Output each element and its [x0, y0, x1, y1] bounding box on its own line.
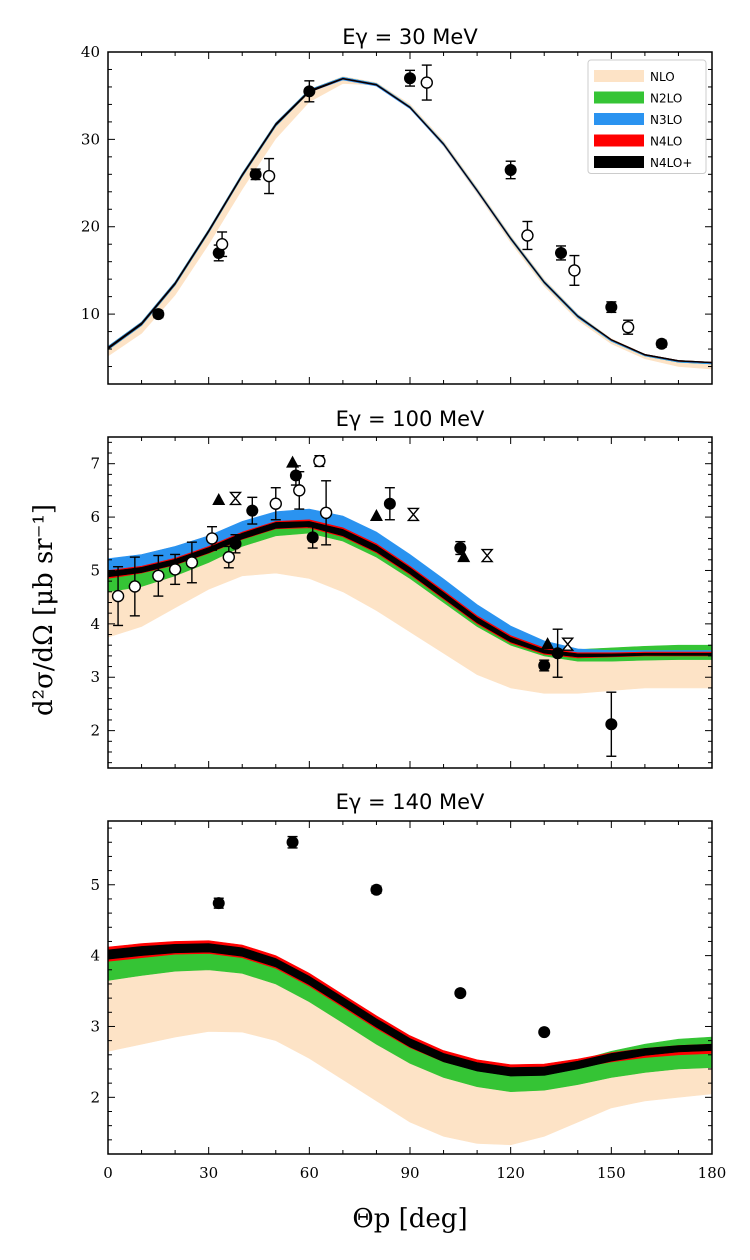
- y-tick-label: 10: [81, 305, 100, 323]
- data-point: [555, 246, 567, 259]
- plot-area: [108, 454, 712, 757]
- plot-area: [108, 835, 712, 1146]
- band-n4lo-plus: [108, 521, 712, 658]
- data-point: [212, 897, 225, 910]
- data-point: [383, 497, 396, 510]
- data-point: [541, 637, 555, 650]
- plot-frame: [107, 820, 713, 1155]
- data-point: [269, 497, 282, 510]
- plot-area: [108, 64, 712, 370]
- data-point: [319, 506, 333, 520]
- data-point: [215, 238, 229, 251]
- y-tick-label: 5: [90, 561, 100, 579]
- data-point: [111, 589, 125, 603]
- legend-swatch: [594, 156, 644, 168]
- y-tick-label: 30: [81, 130, 100, 148]
- legend-swatch: [594, 70, 644, 82]
- band-n4lo: [108, 940, 712, 1075]
- legend-label: NLO: [650, 70, 675, 84]
- data-point: [306, 531, 319, 544]
- legend-swatch: [594, 134, 644, 147]
- data-point: [293, 484, 306, 497]
- data-point: [212, 492, 226, 505]
- data-point: [313, 454, 326, 468]
- data-point: [249, 168, 262, 181]
- data-point: [370, 883, 383, 896]
- x-axis-label: Θp [deg]: [352, 1204, 467, 1234]
- y-tick-label: 4: [90, 615, 100, 633]
- data-point: [605, 718, 618, 731]
- data-point: [521, 229, 534, 242]
- data-point: [538, 659, 551, 672]
- panel-100mev: Eγ = 100 MeV 2 3 4 5 6 7: [90, 407, 713, 769]
- data-point: [538, 1026, 551, 1039]
- panel-140mev: Eγ = 140 MeV 0 30 60 90 120 150 180 2 3 4 5: [90, 790, 726, 1182]
- y-tick-label: 20: [81, 218, 100, 236]
- data-point: [605, 301, 618, 314]
- data-point: [551, 647, 564, 660]
- data-point: [222, 550, 236, 564]
- data-point: [229, 491, 243, 506]
- data-point: [568, 264, 581, 277]
- y-tick-label: 3: [90, 1017, 100, 1035]
- data-point: [152, 308, 165, 321]
- y-tick-label: 40: [81, 43, 100, 61]
- x-tick-label: 180: [698, 1164, 727, 1182]
- y-tick-label: 3: [90, 668, 100, 686]
- x-tick-label: 90: [400, 1164, 419, 1182]
- y-tick-label: 5: [90, 876, 100, 894]
- y-tick-label: 4: [90, 947, 100, 965]
- data-point: [655, 337, 668, 350]
- data-point: [369, 509, 383, 522]
- panel-title: Eγ = 100 MeV: [336, 407, 485, 431]
- data-point: [205, 532, 219, 545]
- data-point: [406, 507, 420, 522]
- data-point: [286, 455, 300, 468]
- band-n4lo: [108, 519, 712, 659]
- x-tick-label: 120: [496, 1164, 525, 1182]
- y-tick-label: 2: [90, 1088, 100, 1106]
- data-point: [303, 85, 316, 98]
- band-n4lo-plus: [108, 943, 712, 1077]
- legend-swatch: [594, 113, 644, 125]
- x-tick-label: 60: [300, 1164, 319, 1182]
- legend-label: N4LO+: [650, 156, 692, 170]
- data-point: [621, 321, 635, 334]
- plot-frame: [107, 51, 713, 385]
- y-tick-label: 2: [90, 722, 100, 740]
- band-n4lo-plus: [108, 77, 712, 364]
- data-point: [454, 987, 467, 1000]
- data-point: [420, 76, 433, 89]
- data-point: [480, 548, 494, 563]
- data-point: [168, 563, 182, 576]
- data-point: [229, 537, 242, 550]
- panel-30mev: Eγ = 30 MeV 10 20 30 40: [81, 25, 713, 385]
- data-point: [561, 637, 575, 651]
- data-point: [286, 836, 299, 849]
- legend-label: N3LO: [650, 113, 682, 127]
- x-tick-label: 30: [199, 1164, 218, 1182]
- data-point: [128, 580, 142, 593]
- plot-frame: [107, 436, 713, 769]
- legend-swatch: [594, 91, 644, 104]
- data-point: [504, 163, 517, 176]
- legend-label: N4LO: [650, 135, 682, 149]
- legend-label: N2LO: [650, 92, 682, 106]
- x-tick-label: 150: [597, 1164, 626, 1182]
- data-point: [246, 504, 259, 517]
- data-point: [404, 72, 416, 85]
- panel-title: Eγ = 30 MeV: [342, 25, 478, 49]
- data-point: [185, 556, 199, 569]
- data-point: [262, 169, 276, 183]
- legend: NLO N2LO N3LO N4LO N4LO+: [587, 59, 707, 174]
- y-tick-label: 7: [90, 455, 100, 473]
- y-tick-label: 6: [90, 508, 100, 526]
- y-axis-label: d²σ/dΩ [μb sr⁻¹]: [29, 504, 59, 716]
- data-point: [152, 569, 165, 583]
- x-tick-label: 0: [103, 1164, 113, 1182]
- data-point: [457, 550, 471, 563]
- panel-title: Eγ = 140 MeV: [336, 790, 485, 814]
